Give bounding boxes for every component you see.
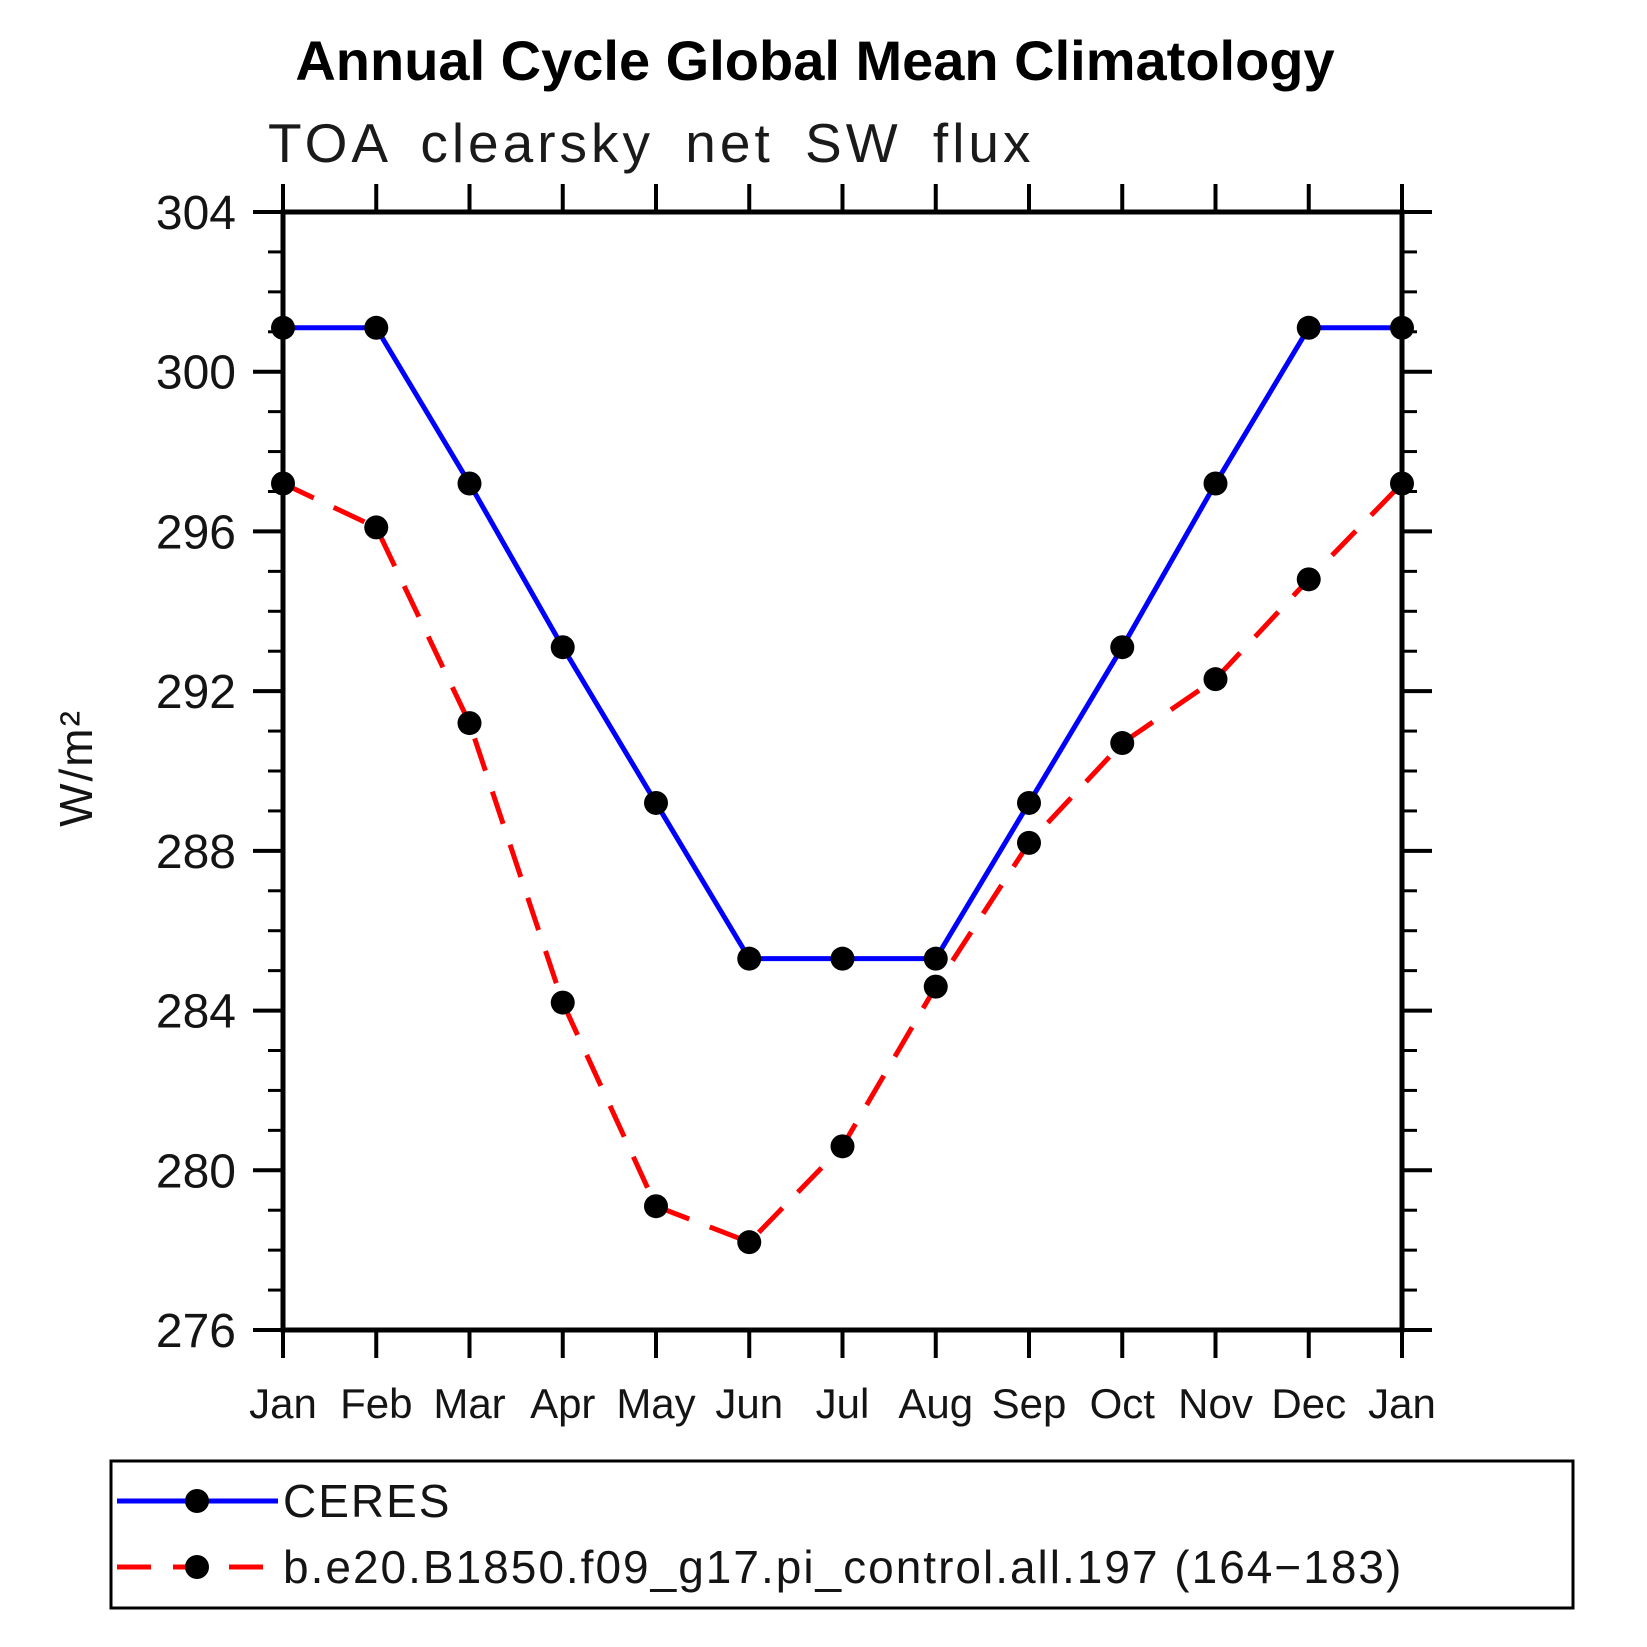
data-point-series-1 [364,515,389,540]
legend-label-ceres: CERES [283,1475,451,1527]
x-tick-label: Aug [898,1380,973,1427]
data-point-series-1 [923,974,948,999]
legend-marker-model [185,1555,209,1579]
y-tick-label: 276 [156,1305,236,1358]
data-point-series-0 [271,315,295,340]
data-point-series-1 [1390,471,1414,496]
legend-entry-model: b.e20.B1850.f09_g17.pi_control.all.197 (… [117,1541,1403,1593]
chart-subtitle: TOA clearsky net SW flux [268,112,1035,174]
data-point-series-1 [737,1230,762,1255]
data-point-series-0 [923,946,948,971]
plot-area: 276 280 284 288 292 296 300 304 Jan Feb Mar Apr May J… [156,184,1436,1427]
data-point-series-0 [830,946,855,971]
data-point-series-1 [644,1194,668,1219]
legend: CERES b.e20.B1850.f09_g17.pi_control.all… [109,1459,1575,1610]
data-point-series-0 [1203,471,1228,496]
data-point-series-0 [644,790,668,815]
data-point-series-0 [1110,635,1135,660]
series-line-0 [283,325,1402,962]
data-point-series-1 [550,990,575,1015]
data-point-series-0 [1017,790,1041,815]
data-point-series-1 [1110,731,1135,756]
x-tick-label: Jun [715,1380,783,1427]
y-tick-label: 284 [156,986,236,1039]
y-tick-label: 288 [156,826,236,879]
y-tick-label: 304 [156,187,236,240]
data-point-series-1 [271,471,295,496]
x-tick-label: Jan [249,1380,317,1427]
axis-frame [280,209,1405,1333]
chart-title: Annual Cycle Global Mean Climatology [295,29,1334,92]
y-axis-label: W/m² [50,709,102,827]
data-point-series-0 [1390,315,1414,340]
legend-box [109,1459,1575,1610]
y-tick-label: 292 [156,666,236,719]
x-tick-label: Nov [1178,1380,1253,1427]
series-line-1 [281,481,1404,1246]
x-tick-label: Mar [433,1380,505,1427]
y-tick-label: 300 [156,347,236,400]
x-tick-label: Dec [1271,1380,1346,1427]
x-tick-label: Apr [530,1380,595,1427]
data-point-series-0 [550,635,575,660]
data-point-series-0 [364,315,389,340]
data-point-series-1 [1017,830,1041,855]
x-tick-label: Sep [992,1380,1067,1427]
x-tick-label: Jul [816,1380,870,1427]
data-point-series-0 [737,946,762,971]
x-tick-label: Jan [1368,1380,1436,1427]
legend-entry-ceres: CERES [117,1475,451,1527]
data-point-series-0 [457,471,482,496]
data-point-series-1 [1203,667,1228,692]
data-point-series-1 [830,1134,855,1159]
data-point-series-1 [457,711,482,736]
data-point-series-1 [1296,567,1321,592]
legend-label-model: b.e20.B1850.f09_g17.pi_control.all.197 (… [283,1541,1403,1593]
legend-marker-ceres [185,1489,209,1513]
x-tick-label: Oct [1090,1380,1156,1427]
x-tick-label: Feb [340,1380,412,1427]
y-tick-label: 296 [156,506,236,559]
data-point-series-0 [1296,315,1321,340]
x-tick-label: May [616,1380,695,1427]
y-tick-label: 280 [156,1145,236,1198]
